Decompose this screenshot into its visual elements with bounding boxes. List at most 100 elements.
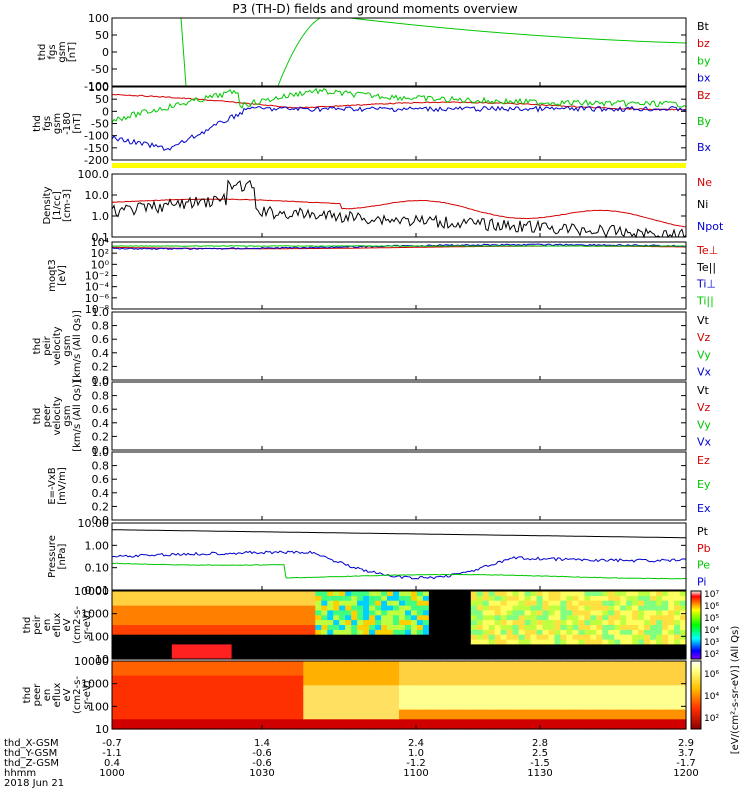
spec-cell bbox=[668, 654, 675, 660]
legend-entry: Ti|| bbox=[696, 295, 714, 308]
spec-cell bbox=[536, 680, 544, 686]
spec-cell bbox=[213, 709, 221, 716]
spec-cell bbox=[327, 595, 334, 602]
spec-cell bbox=[147, 610, 155, 616]
spec-cell bbox=[620, 685, 627, 691]
spec-cell bbox=[171, 634, 179, 641]
spec-cell bbox=[309, 695, 316, 701]
spec-cell bbox=[249, 665, 257, 672]
spec-cell bbox=[458, 690, 466, 696]
spec-cell bbox=[303, 625, 310, 631]
spec-cell bbox=[351, 661, 358, 667]
spec-cell bbox=[458, 670, 466, 677]
spec-cell bbox=[147, 704, 155, 711]
spec-cell bbox=[387, 634, 394, 641]
spec-cell bbox=[231, 610, 239, 616]
x-row-value: 2.5 bbox=[532, 748, 548, 759]
spec-cell bbox=[321, 685, 328, 691]
spec-cell bbox=[159, 629, 167, 636]
x-row-value: -1.1 bbox=[102, 748, 122, 759]
spec-cell bbox=[112, 670, 119, 677]
spec-cell bbox=[566, 644, 573, 650]
spec-cell bbox=[171, 591, 179, 597]
spec-cell bbox=[333, 665, 340, 672]
spec-cell bbox=[225, 634, 233, 641]
spec-cell bbox=[399, 714, 406, 720]
spec-cell bbox=[303, 680, 310, 686]
spec-cell bbox=[464, 661, 472, 667]
spec-cell bbox=[680, 620, 687, 626]
spec-cell bbox=[357, 709, 364, 716]
spec-cell bbox=[536, 639, 544, 646]
spec-cell bbox=[363, 620, 370, 626]
spec-cell bbox=[434, 714, 442, 720]
spec-cell bbox=[177, 685, 185, 691]
spec-cell bbox=[303, 719, 310, 725]
spec-cell bbox=[566, 695, 573, 701]
spec-cell bbox=[333, 719, 340, 725]
spec-cell bbox=[315, 605, 322, 612]
spec-cell bbox=[267, 610, 275, 616]
x-row-value: 1100 bbox=[403, 768, 428, 779]
chart-title: P3 (TH-D) fields and ground moments over… bbox=[232, 2, 518, 16]
x-row-label: hhmm bbox=[4, 768, 36, 779]
spec-cell bbox=[321, 670, 328, 677]
spec-cell bbox=[530, 654, 538, 660]
spec-cell bbox=[171, 680, 179, 686]
spec-cell bbox=[207, 675, 215, 682]
spec-cell bbox=[512, 709, 520, 716]
spec-cell bbox=[213, 644, 221, 650]
spec-cell bbox=[476, 661, 484, 667]
spec-cell bbox=[285, 675, 292, 682]
spec-cell bbox=[620, 605, 627, 612]
spec-cell bbox=[626, 685, 633, 691]
spec-cell bbox=[399, 625, 406, 631]
spec-cell bbox=[656, 654, 663, 660]
spec-cell bbox=[141, 719, 149, 725]
spec-cell bbox=[112, 704, 119, 711]
spec-cell bbox=[333, 600, 340, 607]
spec-cell bbox=[118, 620, 125, 626]
spec-cell bbox=[363, 625, 370, 631]
spec-cell bbox=[578, 629, 585, 636]
spec-cell bbox=[183, 680, 191, 686]
spec-cell bbox=[674, 649, 681, 655]
spec-cell bbox=[405, 615, 412, 621]
spec-cell bbox=[411, 661, 418, 667]
peir-spectrogram bbox=[112, 591, 687, 660]
spec-cell bbox=[333, 629, 340, 636]
spec-cell bbox=[267, 680, 275, 686]
spec-cell bbox=[411, 690, 418, 696]
spec-cell bbox=[165, 654, 173, 660]
spec-cell bbox=[219, 714, 227, 720]
spec-cell bbox=[297, 620, 304, 626]
spec-cell bbox=[333, 685, 340, 691]
spec-cell bbox=[524, 675, 532, 682]
spec-cell bbox=[195, 695, 203, 701]
spec-cell bbox=[644, 654, 651, 660]
spec-cell bbox=[118, 639, 125, 646]
legend-entry: Ne bbox=[697, 176, 712, 189]
spec-cell bbox=[530, 644, 538, 650]
spec-cell bbox=[112, 661, 119, 667]
spec-cell bbox=[530, 690, 538, 696]
spec-cell bbox=[656, 620, 663, 626]
spec-cell bbox=[494, 644, 502, 650]
spec-cell bbox=[446, 634, 454, 641]
spec-cell bbox=[279, 639, 286, 646]
spec-cell bbox=[638, 665, 645, 672]
spec-cell bbox=[255, 600, 263, 607]
spec-cell bbox=[554, 615, 562, 621]
spec-cell bbox=[255, 665, 263, 672]
spec-cell bbox=[165, 600, 173, 607]
spec-cell bbox=[452, 714, 460, 720]
spec-cell bbox=[608, 699, 615, 706]
spec-cell bbox=[602, 714, 609, 720]
legend-entry: Vz bbox=[697, 401, 711, 414]
spec-cell bbox=[620, 661, 627, 667]
spec-cell bbox=[279, 620, 286, 626]
spec-cell bbox=[237, 699, 245, 706]
spec-cell bbox=[393, 620, 400, 626]
spec-cell bbox=[422, 695, 430, 701]
spec-cell bbox=[476, 654, 484, 660]
